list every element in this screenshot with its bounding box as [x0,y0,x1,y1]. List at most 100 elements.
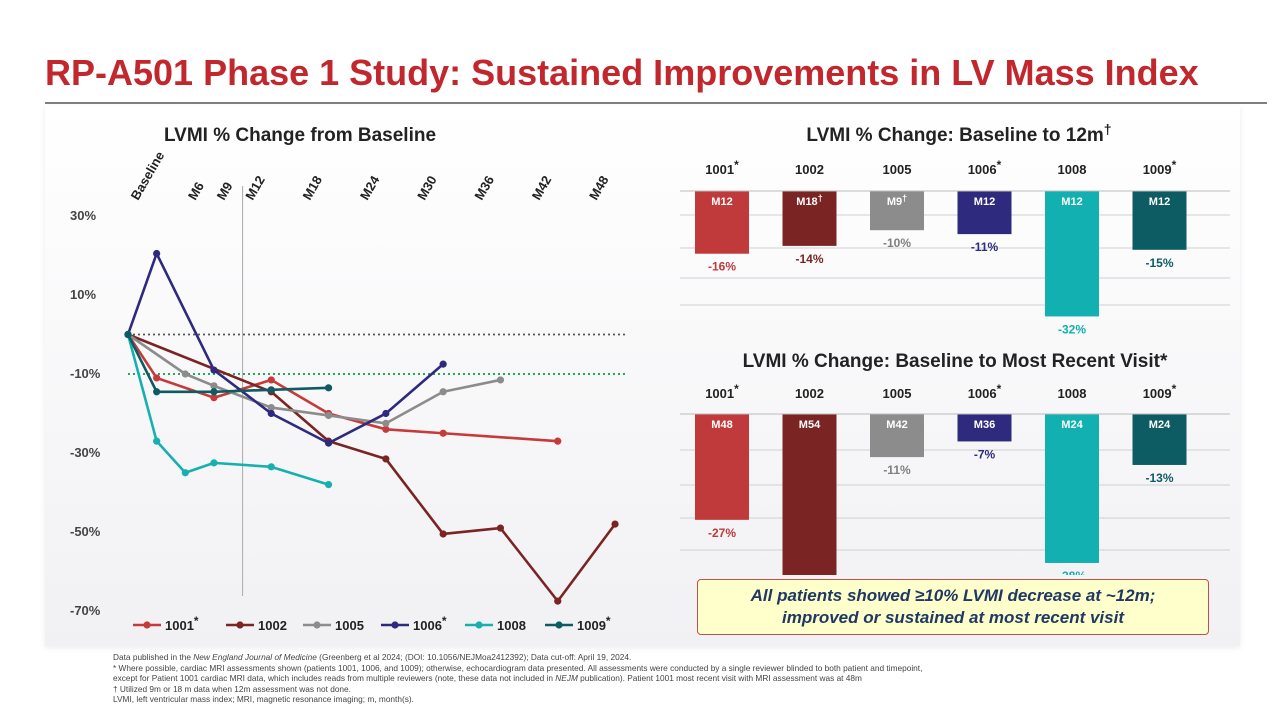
legend-marker-1008 [475,621,483,629]
data-point-1002 [554,597,562,605]
x-tick-label: M54 [643,172,645,202]
data-point-1001 [382,425,390,433]
visit-label: M18† [796,193,822,208]
legend-marker-1005 [313,621,321,629]
x-tick-label: M36 [471,173,497,202]
series-line-1001 [126,333,558,443]
footnote-line-4: † Utilized 9m or 18 m data when 12m asse… [113,683,351,694]
data-point-1006 [153,249,161,258]
patient-label-1008: 1008 [1058,386,1087,401]
series-line-1009 [126,333,329,394]
footnote-text: Data published in the [113,652,194,662]
data-point-1006 [324,439,333,447]
visit-label: M12 [711,196,732,208]
patient-label-1008: 1008 [1058,162,1087,177]
summary-callout: All patients showed ≥10% LVMI decrease a… [697,579,1209,635]
legend-label-1009: 1009* [577,614,611,633]
data-point-1008 [153,437,161,445]
x-tick-label: M24 [357,172,383,202]
footnote-line-1: Data published in the New England Journa… [113,652,1233,663]
data-point-1006 [210,366,218,374]
legend-marker-1002 [236,621,244,629]
data-point-1002 [382,455,390,463]
data-point-1008 [267,463,275,471]
x-tick-label: Baseline [128,149,168,203]
data-point-1006 [267,409,275,418]
data-point-1005 [382,419,390,427]
patient-label-1006: 1006* [968,158,1002,177]
footnote-line-5: LVMI, left ventricular mass index; MRI, … [113,694,414,704]
x-tick-label: M6 [185,179,207,202]
series-line-1008 [126,334,329,486]
legend-label-1002: 1002 [258,618,287,633]
data-point-1001 [153,374,161,382]
patient-label-1005: 1005 [883,386,912,401]
patient-label-1009: 1009* [1143,382,1177,401]
value-label: -32% [1058,322,1086,336]
title-divider [45,102,1267,104]
series-line-1005 [127,333,501,425]
value-label: -15% [1145,256,1173,270]
visit-label: M12 [1149,196,1170,208]
value-label: -38% [1058,569,1086,575]
footnote-journal: New England Journal of Medicine [193,652,317,662]
data-point-1006 [382,409,390,418]
value-label: -13% [1145,471,1173,485]
y-tick-label: 10% [70,287,96,302]
bar-1005 [870,414,924,458]
data-point-1009 [153,388,161,396]
patient-label-1009: 1009* [1143,158,1177,177]
data-point-1001 [210,394,218,402]
data-point-1002 [439,530,447,538]
visit-label: M54 [799,419,821,431]
data-point-1002 [611,520,619,528]
value-label: -14% [795,252,823,266]
bar-1009 [1132,191,1187,250]
data-point-1005 [210,382,218,390]
bar-chart-title: LVMI % Change: Baseline to Most Recent V… [743,351,1168,372]
data-point-1008 [324,481,333,489]
x-tick-label: M42 [529,173,555,202]
data-point-1006 [439,360,447,368]
visit-label: M12 [974,196,995,208]
visit-label: M24 [1149,419,1171,431]
bar-1001 [695,191,749,254]
x-tick-label: M18 [300,173,326,202]
callout-line-2: improved or sustained at most recent vis… [782,608,1124,627]
legend-label-1005: 1005 [335,618,364,633]
x-tick-label: M30 [414,173,440,202]
footnote-text: (Greenberg et al 2024; (DOI: 10.1056/NEJ… [316,652,632,662]
value-label: -11% [971,240,999,254]
legend-label-1006: 1006* [413,614,447,633]
footnote-text: publication). Patient 1001 most recent v… [577,673,862,683]
bar-1002 [782,414,837,575]
series-line-1006 [126,252,444,445]
data-point-1009 [210,388,218,396]
line-chart-title: LVMI % Change from Baseline [164,125,436,146]
patient-label-1002: 1002 [795,386,824,401]
bar-1001 [695,414,749,520]
value-label: -10% [883,236,911,250]
x-tick-label: M9 [214,179,236,202]
legend-label-1001: 1001* [165,614,199,633]
data-point-1005 [181,370,189,378]
data-point-1009 [324,384,333,392]
data-point-1001 [439,429,447,437]
patient-label-1005: 1005 [883,162,912,177]
value-label: -11% [883,463,911,477]
value-label: -16% [708,260,736,274]
line-chart: LVMI % Change from Baseline 30% 10% -10% -30… [70,125,645,633]
bar-1008 [1045,191,1099,317]
legend-marker-1009 [555,621,563,629]
bar-1006 [957,191,1012,235]
visit-label: M42 [886,419,907,431]
data-point-1005 [267,403,275,412]
legend-label-1008: 1008 [497,618,526,633]
y-tick-label: -50% [70,524,101,539]
value-label: -27% [708,526,736,540]
data-point-1008 [181,469,189,477]
bar-1006 [957,414,1012,442]
visit-label: M9† [887,193,907,208]
x-tick-label: M12 [242,173,268,202]
data-point-1005 [324,411,333,420]
